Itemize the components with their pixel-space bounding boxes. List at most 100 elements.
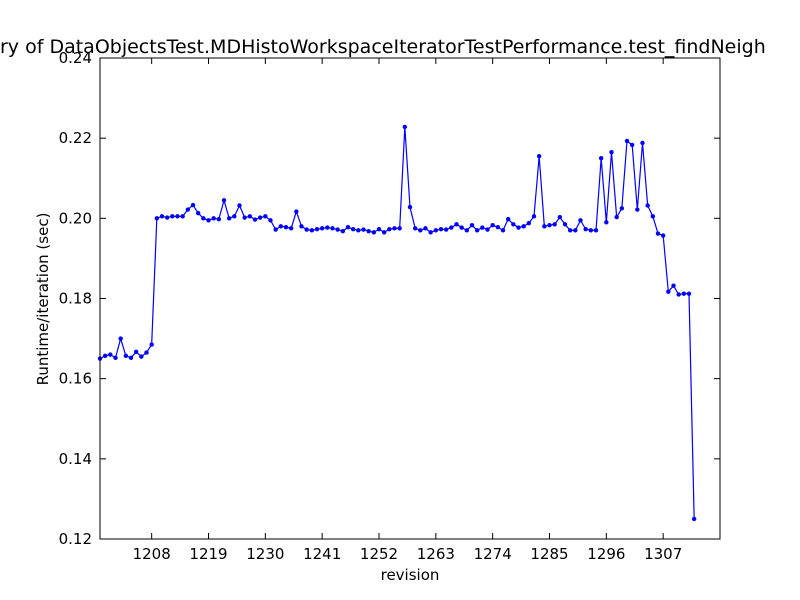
point bbox=[505, 216, 511, 222]
point bbox=[676, 292, 681, 297]
point bbox=[118, 336, 123, 341]
point bbox=[185, 207, 191, 212]
point bbox=[376, 226, 382, 232]
x-tick-label: 1208 bbox=[133, 545, 171, 563]
point bbox=[619, 206, 625, 211]
point bbox=[629, 142, 635, 148]
point bbox=[206, 218, 211, 223]
point bbox=[113, 355, 118, 361]
y-tick-label: 0.22 bbox=[59, 129, 92, 147]
point bbox=[521, 224, 526, 229]
point bbox=[154, 216, 160, 221]
point bbox=[635, 207, 640, 212]
point bbox=[526, 220, 532, 226]
point bbox=[144, 350, 149, 355]
point bbox=[449, 225, 454, 230]
point bbox=[428, 230, 433, 235]
point bbox=[418, 228, 423, 233]
point bbox=[480, 225, 485, 230]
x-tick-label: 1263 bbox=[417, 545, 455, 563]
point bbox=[588, 228, 594, 233]
point bbox=[159, 214, 165, 219]
point bbox=[531, 214, 537, 219]
point bbox=[128, 355, 134, 361]
point bbox=[201, 216, 206, 221]
point bbox=[593, 228, 599, 233]
point bbox=[170, 214, 175, 219]
point bbox=[407, 204, 413, 210]
point bbox=[361, 227, 366, 232]
point bbox=[123, 353, 129, 359]
point bbox=[195, 210, 201, 216]
point bbox=[578, 218, 583, 223]
point bbox=[180, 214, 185, 219]
plot-frame bbox=[99, 57, 721, 540]
point bbox=[226, 216, 232, 221]
point bbox=[412, 226, 418, 231]
point bbox=[454, 222, 459, 227]
point bbox=[392, 226, 397, 231]
point bbox=[299, 224, 304, 229]
point bbox=[573, 228, 578, 233]
x-tick-label: 1296 bbox=[587, 545, 625, 563]
point bbox=[221, 198, 227, 203]
point bbox=[464, 228, 470, 233]
x-axis-label: revision bbox=[381, 566, 440, 584]
point bbox=[438, 226, 444, 232]
point bbox=[366, 228, 371, 234]
point bbox=[474, 228, 480, 233]
point bbox=[536, 154, 542, 159]
point bbox=[294, 209, 299, 214]
point bbox=[330, 226, 335, 231]
point bbox=[567, 228, 573, 233]
y-tick-label: 0.24 bbox=[59, 49, 92, 67]
x-tick-label: 1252 bbox=[360, 545, 398, 563]
point bbox=[314, 226, 320, 232]
point bbox=[516, 225, 521, 230]
point bbox=[500, 228, 506, 233]
point bbox=[557, 214, 563, 220]
point bbox=[340, 228, 346, 234]
point bbox=[686, 291, 692, 296]
point bbox=[257, 215, 263, 220]
x-tick-label: 1285 bbox=[530, 545, 568, 563]
point bbox=[511, 222, 516, 227]
point bbox=[681, 291, 687, 296]
point bbox=[381, 230, 387, 235]
point bbox=[609, 149, 614, 155]
point bbox=[624, 138, 630, 144]
point bbox=[423, 226, 428, 231]
x-tick-label: 1307 bbox=[644, 545, 682, 563]
point bbox=[242, 215, 247, 220]
point bbox=[650, 214, 656, 219]
point bbox=[485, 227, 490, 232]
x-tick-label: 1241 bbox=[303, 545, 341, 563]
point bbox=[604, 220, 609, 225]
y-tick-label: 0.14 bbox=[59, 450, 92, 468]
point bbox=[283, 224, 289, 230]
point bbox=[133, 349, 139, 355]
point bbox=[666, 289, 671, 294]
point bbox=[247, 214, 253, 219]
chart-title: ry of DataObjectsTest.MDHistoWorkspaceIt… bbox=[0, 36, 766, 58]
point bbox=[469, 222, 475, 228]
point bbox=[345, 224, 351, 230]
point bbox=[288, 226, 294, 231]
point bbox=[490, 222, 495, 228]
point bbox=[263, 214, 268, 219]
point bbox=[371, 230, 377, 235]
point bbox=[309, 228, 315, 233]
point bbox=[268, 218, 273, 223]
point bbox=[190, 202, 196, 208]
point bbox=[108, 352, 113, 357]
point bbox=[175, 214, 180, 219]
point bbox=[102, 353, 108, 359]
y-tick-label: 0.16 bbox=[59, 370, 92, 388]
point bbox=[356, 228, 361, 233]
point bbox=[304, 227, 309, 232]
y-tick-label: 0.18 bbox=[59, 290, 92, 308]
point bbox=[211, 216, 216, 221]
point bbox=[459, 225, 464, 230]
